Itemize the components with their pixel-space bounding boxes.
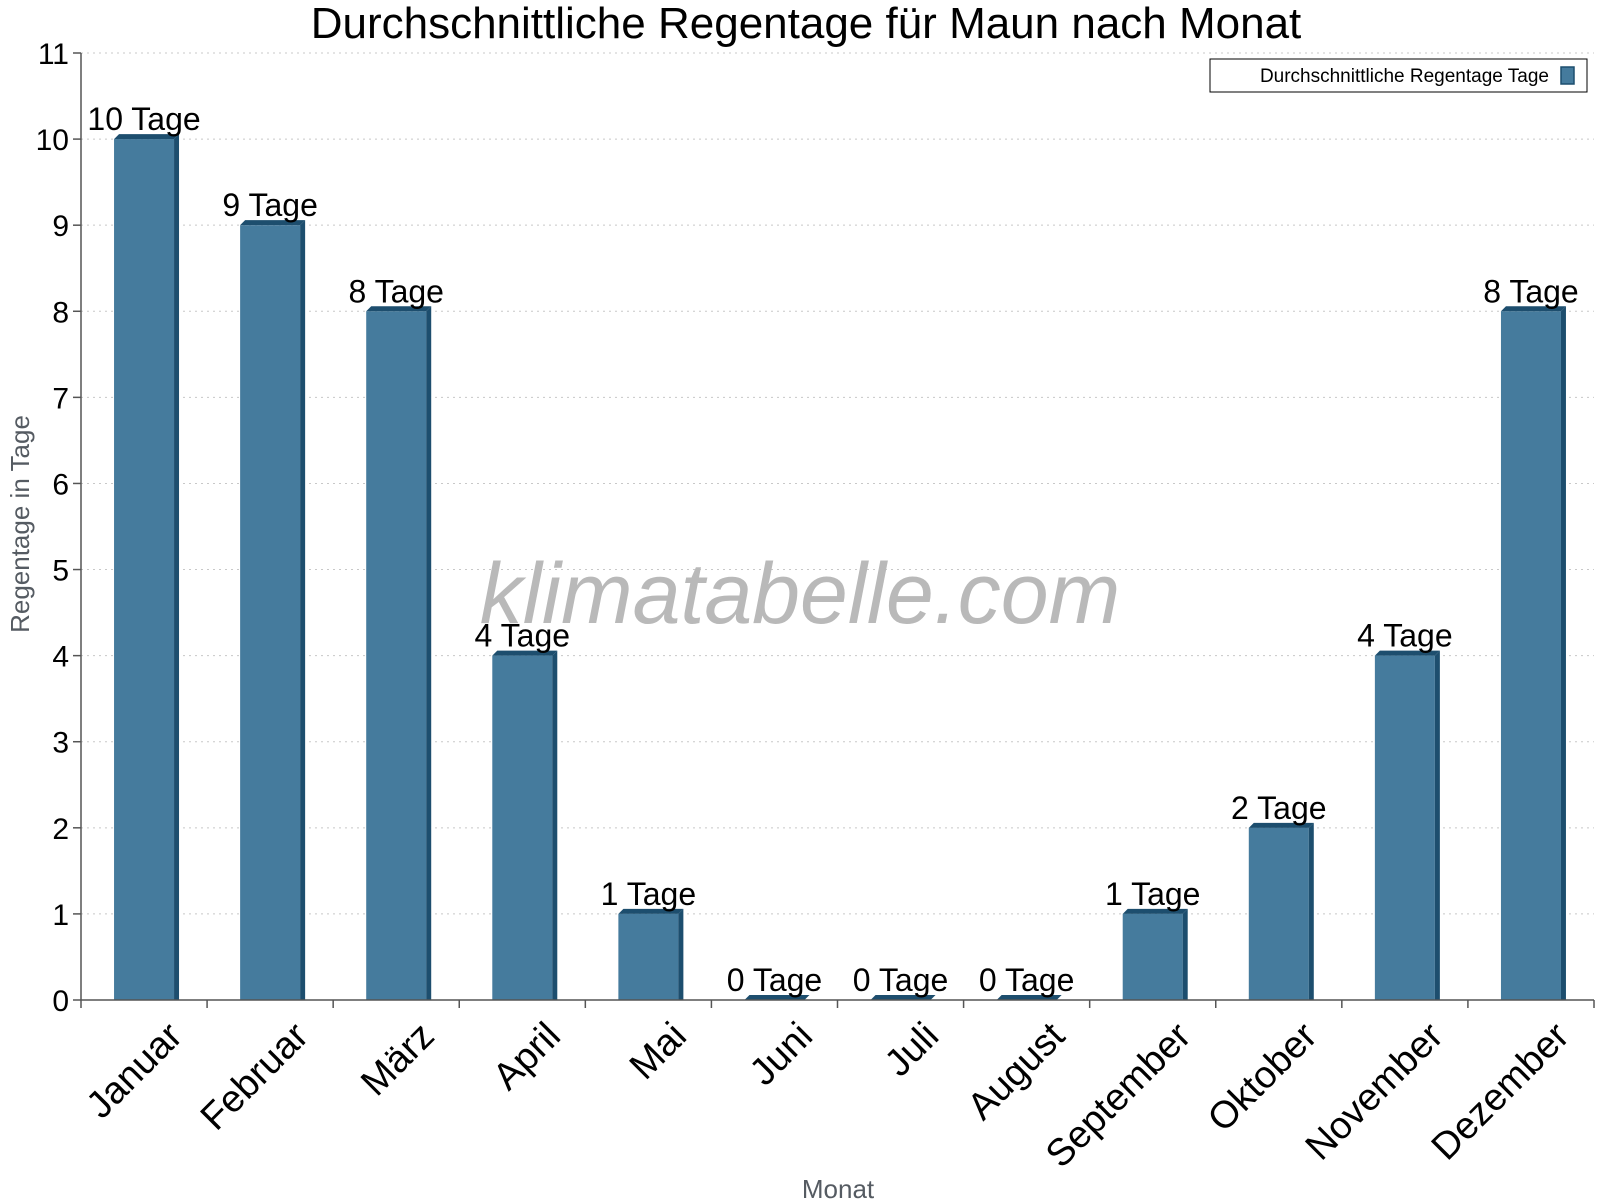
bar-front xyxy=(492,655,553,1000)
bar-august xyxy=(996,995,1062,1000)
bar-top xyxy=(1248,822,1314,828)
watermark: klimatabelle.com xyxy=(480,546,1120,642)
data-label: 10 Tage xyxy=(87,101,200,137)
y-tick-label: 4 xyxy=(52,641,69,674)
legend-label: Durchschnittliche Regentage Tage xyxy=(1260,66,1549,87)
bar-side xyxy=(552,650,558,1000)
legend-box xyxy=(1209,58,1588,93)
bar-top xyxy=(618,908,684,914)
bar-side xyxy=(1308,822,1314,1000)
bar-top xyxy=(1122,908,1188,914)
bar-front xyxy=(618,913,679,1000)
y-tick-label: 7 xyxy=(52,382,69,415)
gridlines xyxy=(81,52,1594,915)
bar-april xyxy=(492,650,558,1000)
x-tick-label: Oktober xyxy=(1200,1015,1326,1141)
y-tick-label: 9 xyxy=(52,210,69,243)
x-tick-label: Februar xyxy=(193,1015,317,1139)
y-tick-labels: 0 1 2 3 4 5 6 7 8 9 10 11 xyxy=(36,38,69,1018)
y-tick-label: 0 xyxy=(52,985,69,1018)
data-label: 0 Tage xyxy=(727,962,823,998)
x-tick-label: Dezember xyxy=(1424,1015,1578,1169)
bar-front xyxy=(114,139,175,1000)
bar-top xyxy=(1374,650,1440,656)
x-axis-label: Monat xyxy=(802,1174,875,1200)
chart-title: Durchschnittliche Regentage für Maun nac… xyxy=(311,0,1302,48)
bar-märz xyxy=(366,306,432,1001)
bar-front xyxy=(1374,655,1435,1000)
bar-front xyxy=(366,311,427,1001)
y-tick-label: 8 xyxy=(52,296,69,329)
data-label: 8 Tage xyxy=(1483,273,1579,309)
bar-top xyxy=(240,220,306,226)
bar-front xyxy=(240,225,301,1000)
bar-november xyxy=(1374,650,1440,1000)
y-tick-label: 1 xyxy=(52,899,69,932)
bar-front xyxy=(1500,311,1561,1001)
bar-september xyxy=(1122,908,1188,1000)
y-tick-label: 5 xyxy=(52,555,69,588)
y-axis-label: Regentage in Tage xyxy=(5,415,35,633)
x-tick-label: Juli xyxy=(877,1015,947,1085)
data-labels: 10 Tage 9 Tage 8 Tage 4 Tage 1 Tage 0 Tage 0 T… xyxy=(87,101,1578,998)
y-tick-label: 10 xyxy=(36,124,69,157)
bar-side xyxy=(174,134,180,1000)
bar-oktober xyxy=(1248,822,1314,1000)
bar-side xyxy=(426,306,432,1001)
bar-juni xyxy=(744,995,810,1000)
bar-dezember xyxy=(1500,306,1566,1001)
data-label: 8 Tage xyxy=(348,273,444,309)
bar-top xyxy=(114,134,180,140)
bar-side xyxy=(678,908,684,1000)
x-tick-label: November xyxy=(1298,1015,1452,1169)
bar-top xyxy=(366,306,432,312)
bar-januar xyxy=(114,134,180,1000)
bar-juli xyxy=(870,995,936,1000)
data-label: 4 Tage xyxy=(475,618,571,654)
y-tick-label: 2 xyxy=(52,813,69,846)
x-tick-label: Juni xyxy=(742,1015,821,1094)
bar-front xyxy=(1248,827,1309,1000)
bar-top xyxy=(744,995,810,1000)
bar-top xyxy=(870,995,936,1000)
y-tick-label: 11 xyxy=(38,38,69,71)
y-tick-label: 3 xyxy=(52,727,69,760)
bar-top xyxy=(996,995,1062,1000)
bar-side xyxy=(300,220,306,1000)
x-tick-label: Januar xyxy=(79,1015,191,1127)
data-label: 1 Tage xyxy=(601,876,697,912)
legend-swatch xyxy=(1560,66,1575,85)
data-label: 4 Tage xyxy=(1357,618,1453,654)
data-label: 1 Tage xyxy=(1105,876,1201,912)
y-tick-label: 6 xyxy=(52,468,69,501)
axes xyxy=(73,52,1595,1008)
bar-top xyxy=(492,650,558,656)
x-tick-label: April xyxy=(485,1015,568,1098)
legend: Durchschnittliche Regentage Tage xyxy=(1209,58,1588,93)
x-tick-labels: Januar Februar März April Mai Juni Juli AugustS… xyxy=(79,1015,1578,1176)
bar-side xyxy=(1182,908,1188,1000)
data-label: 9 Tage xyxy=(222,187,318,223)
bar-side xyxy=(1560,306,1566,1001)
bar-februar xyxy=(240,220,306,1000)
bar-top xyxy=(1500,306,1566,312)
data-label: 2 Tage xyxy=(1231,790,1327,826)
bar-front xyxy=(1122,913,1183,1000)
x-tick-label: März xyxy=(353,1015,442,1104)
bar-side xyxy=(1434,650,1440,1000)
x-tick-label: August xyxy=(960,1015,1074,1129)
x-tick-label: Mai xyxy=(622,1015,695,1088)
data-label: 0 Tage xyxy=(853,962,949,998)
bar-series xyxy=(114,134,1566,1001)
bar-mai xyxy=(618,908,684,1000)
data-label: 0 Tage xyxy=(979,962,1075,998)
